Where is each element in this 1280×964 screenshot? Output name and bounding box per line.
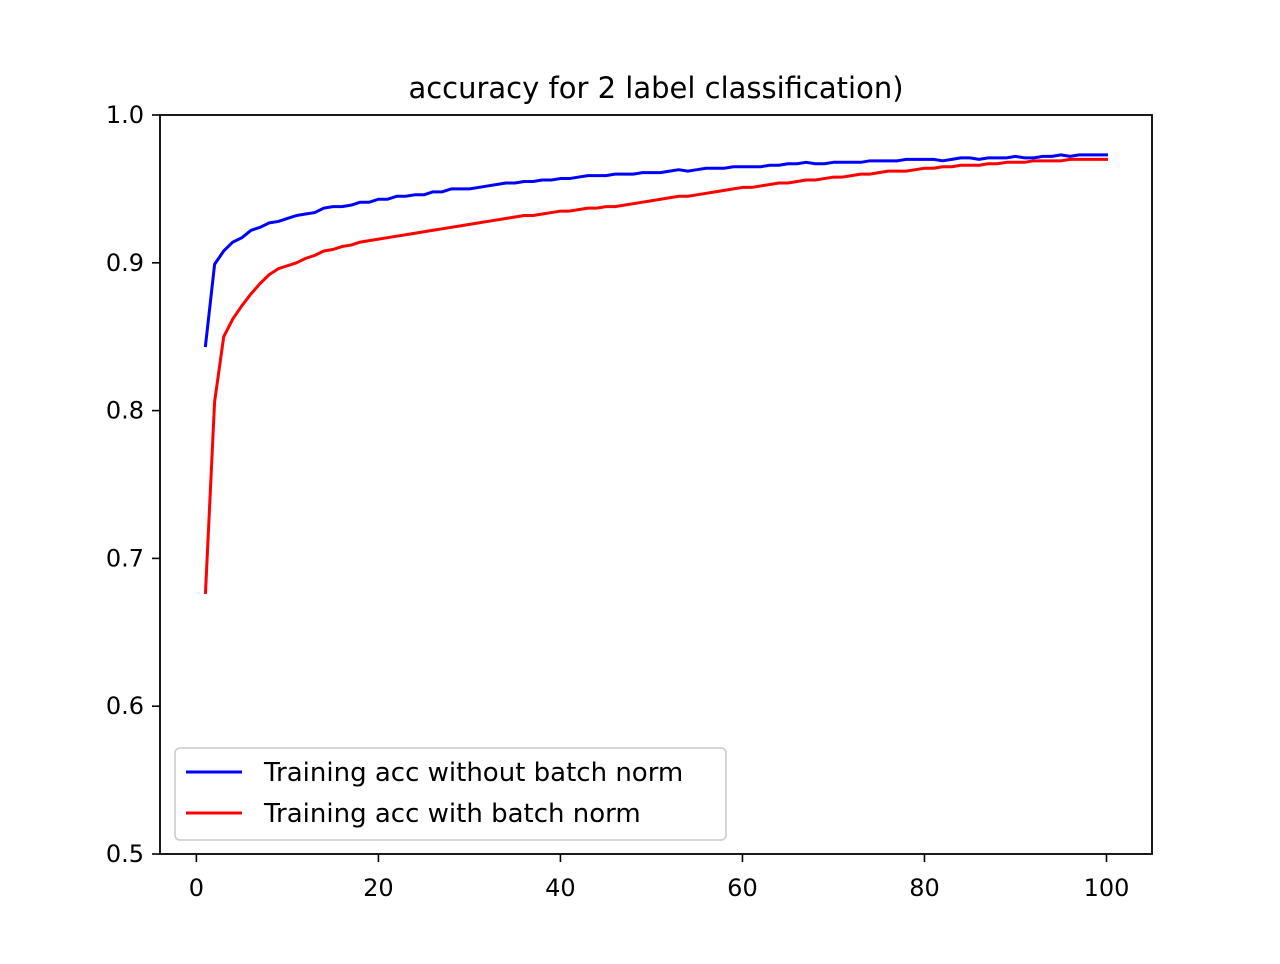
x-tick-label: 0 [189,874,204,902]
legend-label: Training acc without batch norm [263,758,683,788]
y-tick-label: 0.7 [106,544,144,572]
x-tick-label: 60 [727,874,758,902]
x-tick-label: 40 [545,874,576,902]
x-axis: 0 20 40 60 80 100 [189,854,1130,902]
series-line-1 [203,153,1108,348]
y-tick-label: 0.6 [106,692,144,720]
legend: Training acc without batch norm Training … [174,747,727,841]
y-tick-label: 0.8 [106,397,144,425]
y-axis: 0.5 0.6 0.7 0.8 0.9 1.0 [106,101,160,868]
x-tick-label: 20 [363,874,394,902]
plot-frame [159,114,1153,855]
y-tick-label: 0.5 [106,840,144,868]
y-tick-label: 1.0 [106,101,144,129]
series-lines [203,153,1108,594]
series-line-2 [203,157,1108,594]
x-tick-label: 100 [1084,874,1130,902]
x-tick-label: 80 [909,874,940,902]
y-tick-label: 0.9 [106,249,144,277]
legend-label: Training acc with batch norm [263,799,641,829]
legend-box [174,747,727,841]
chart-title: accuracy for 2 label classification) [408,71,903,105]
